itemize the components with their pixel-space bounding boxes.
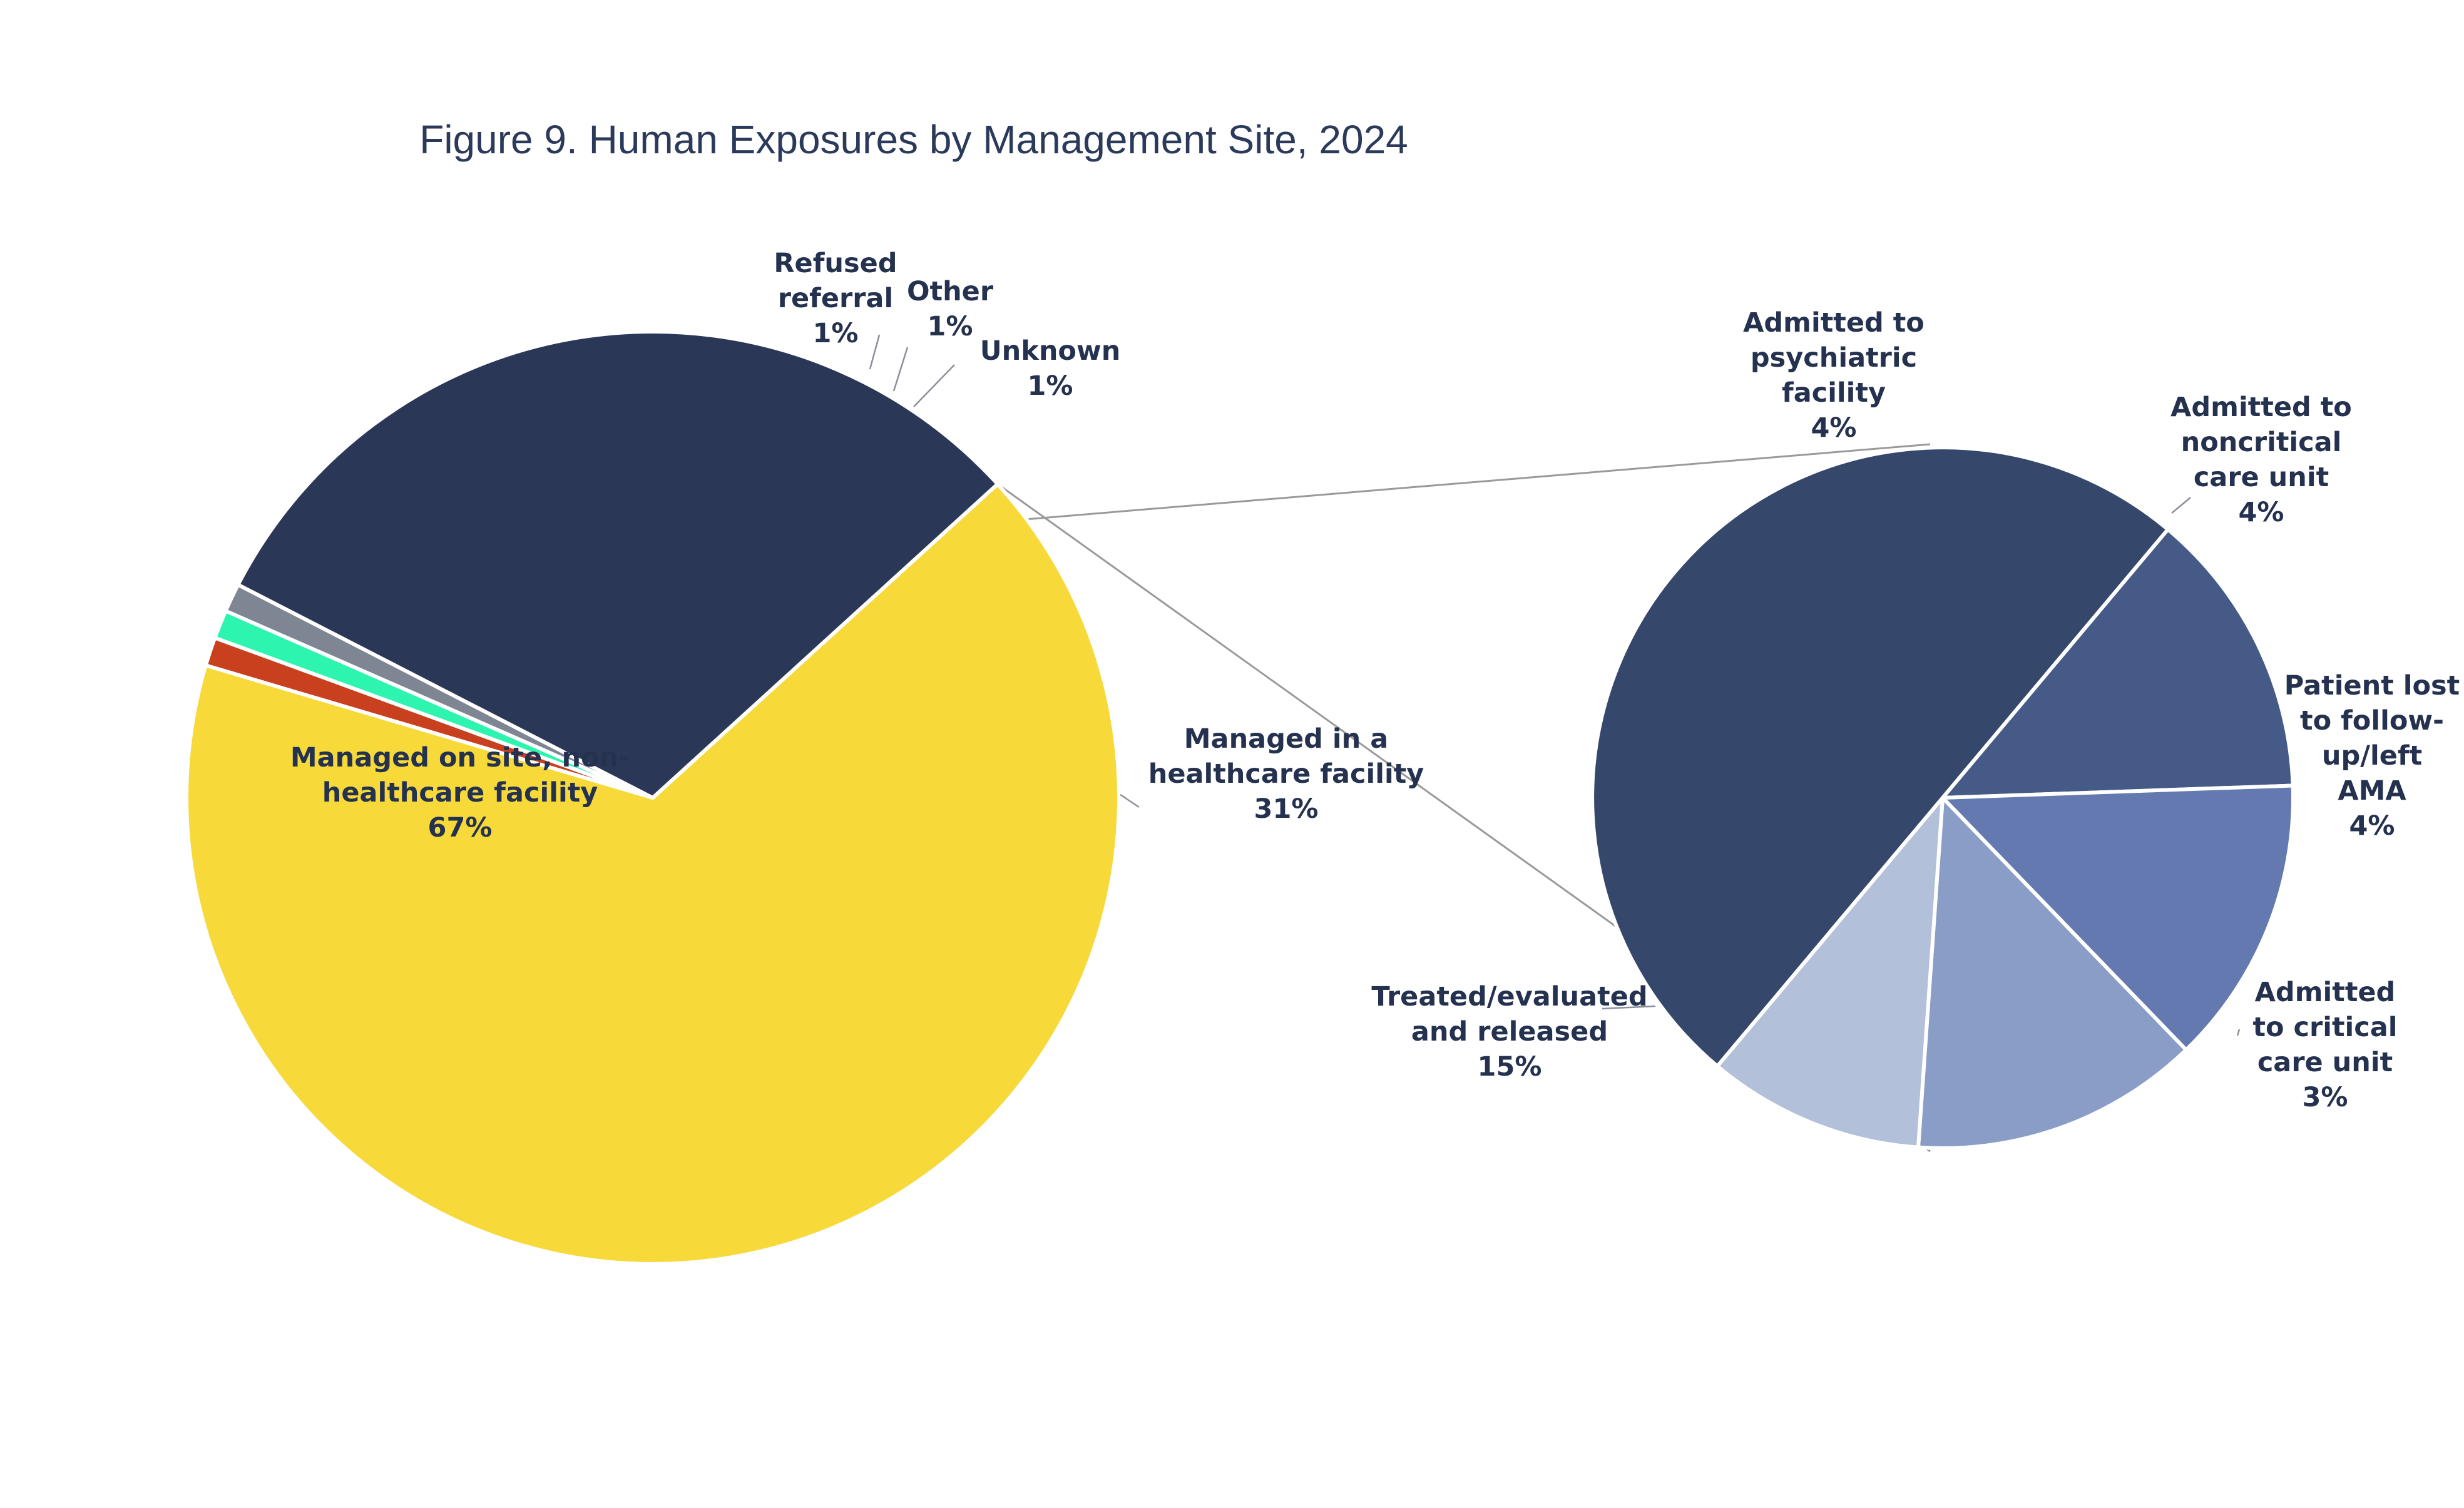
slice-label-breakdown-admitted-to-critical-care-unit: Admitted to critical care unit 3% <box>2252 977 2397 1113</box>
breakdown-slice-patient-lost-to-follow-up-left-ama <box>1916 796 2189 1151</box>
slice-label-line: Patient lost <box>2284 670 2460 701</box>
leader-line-breakdown-admitted-to-critical-care-unit <box>2236 1029 2241 1036</box>
breakdown-pie <box>1592 447 2296 1151</box>
slice-label-breakdown-treated-evaluated-and-released: Treated/evaluated and released 15% <box>1371 981 1647 1083</box>
slice-value-label: 4% <box>1811 412 1856 444</box>
slice-label-line: facility <box>1782 377 1886 409</box>
slice-label-line: to critical <box>2252 1012 2397 1043</box>
slice-label-line: referral <box>778 283 893 314</box>
breakdown-slice-admitted-to-noncritical-care-unit <box>1941 783 2296 1052</box>
slice-label-line: psychiatric <box>1751 342 1917 374</box>
main-slice-managed-in-a-healthcare-facility <box>236 330 1000 800</box>
leader-line-main-refused-referral <box>869 334 881 370</box>
slice-labels: Managed on site, non-healthcare facility… <box>290 248 2460 1113</box>
leader-line-breakdown-treated-evaluated-and-released <box>1602 1005 1656 1010</box>
slice-label-main-other: Other 1% <box>907 276 994 342</box>
slice-value-label: 1% <box>812 318 858 349</box>
slice-value-label: 67% <box>428 812 493 843</box>
slice-label-main-refused-referral: Refused referral 1% <box>774 248 897 349</box>
slice-label-line: Unknown <box>980 335 1121 367</box>
slice-label-line: Other <box>907 276 994 307</box>
slice-label-breakdown-admitted-to-psychiatric-facility: Admitted to psychiatric facility 4% <box>1743 307 1925 444</box>
breakdown-slice-treated-evaluated-and-released <box>1592 447 2168 1066</box>
slice-label-line: care unit <box>2194 462 2329 493</box>
slice-label-line: Treated/evaluated <box>1371 981 1647 1012</box>
slice-value-label: 4% <box>2238 497 2284 528</box>
breakdown-slice-admitted-to-critical-care-unit <box>1715 796 1945 1149</box>
slice-value-label: 31% <box>1254 793 1319 825</box>
slice-label-line: Refused <box>774 248 897 279</box>
leader-line-main-managed-in-a-healthcare-facility <box>1120 793 1140 808</box>
slice-label-line: Managed on site, non- <box>290 742 630 773</box>
slice-label-line: and released <box>1411 1016 1608 1047</box>
slice-label-line: care unit <box>2257 1047 2393 1078</box>
leader-line-main-other <box>892 347 909 392</box>
slice-label-main-unknown: Unknown 1% <box>980 335 1121 402</box>
slice-label-line: healthcare facility <box>322 777 598 808</box>
slice-label-breakdown-admitted-to-noncritical-care-unit: Admitted to noncritical care unit 4% <box>2170 392 2352 528</box>
slice-label-line: Admitted to <box>2170 392 2352 423</box>
leader-line-main-unknown <box>913 364 955 407</box>
slice-label-line: noncritical <box>2181 427 2342 458</box>
breakdown-slice-admitted-to-psychiatric-facility <box>1941 527 2295 800</box>
slice-label-breakdown-patient-lost-to-follow-up-left-ama: Patient lost to follow-up/left AMA 4% <box>2284 670 2460 842</box>
slice-label-main-managed-on-site-non-healthcare-facility: Managed on site, non-healthcare facility… <box>290 742 630 843</box>
main-slice-managed-on-site-non-healthcare-facility <box>185 482 1121 1266</box>
slice-label-line: Admitted <box>2255 977 2396 1008</box>
chart-title: Figure 9. Human Exposures by Management … <box>419 117 1408 162</box>
slice-label-line: to follow- <box>2300 705 2444 736</box>
slice-label-main-managed-in-a-healthcare-facility: Managed in a healthcare facility 31% <box>1148 723 1424 825</box>
slice-label-line: Managed in a <box>1184 723 1388 755</box>
leader-line-breakdown-admitted-to-noncritical-care-unit <box>2171 497 2191 514</box>
slice-label-line: AMA <box>2338 775 2406 807</box>
main-pie <box>185 330 1121 1266</box>
slice-value-label: 1% <box>927 311 973 342</box>
slice-value-label: 4% <box>2349 810 2395 842</box>
slice-label-line: healthcare facility <box>1148 758 1424 790</box>
slice-label-line: Admitted to <box>1743 307 1925 339</box>
slice-value-label: 15% <box>1478 1051 1542 1083</box>
slice-value-label: 1% <box>1027 370 1073 402</box>
slice-value-label: 3% <box>2302 1082 2348 1113</box>
slice-label-line: up/left <box>2322 740 2422 772</box>
